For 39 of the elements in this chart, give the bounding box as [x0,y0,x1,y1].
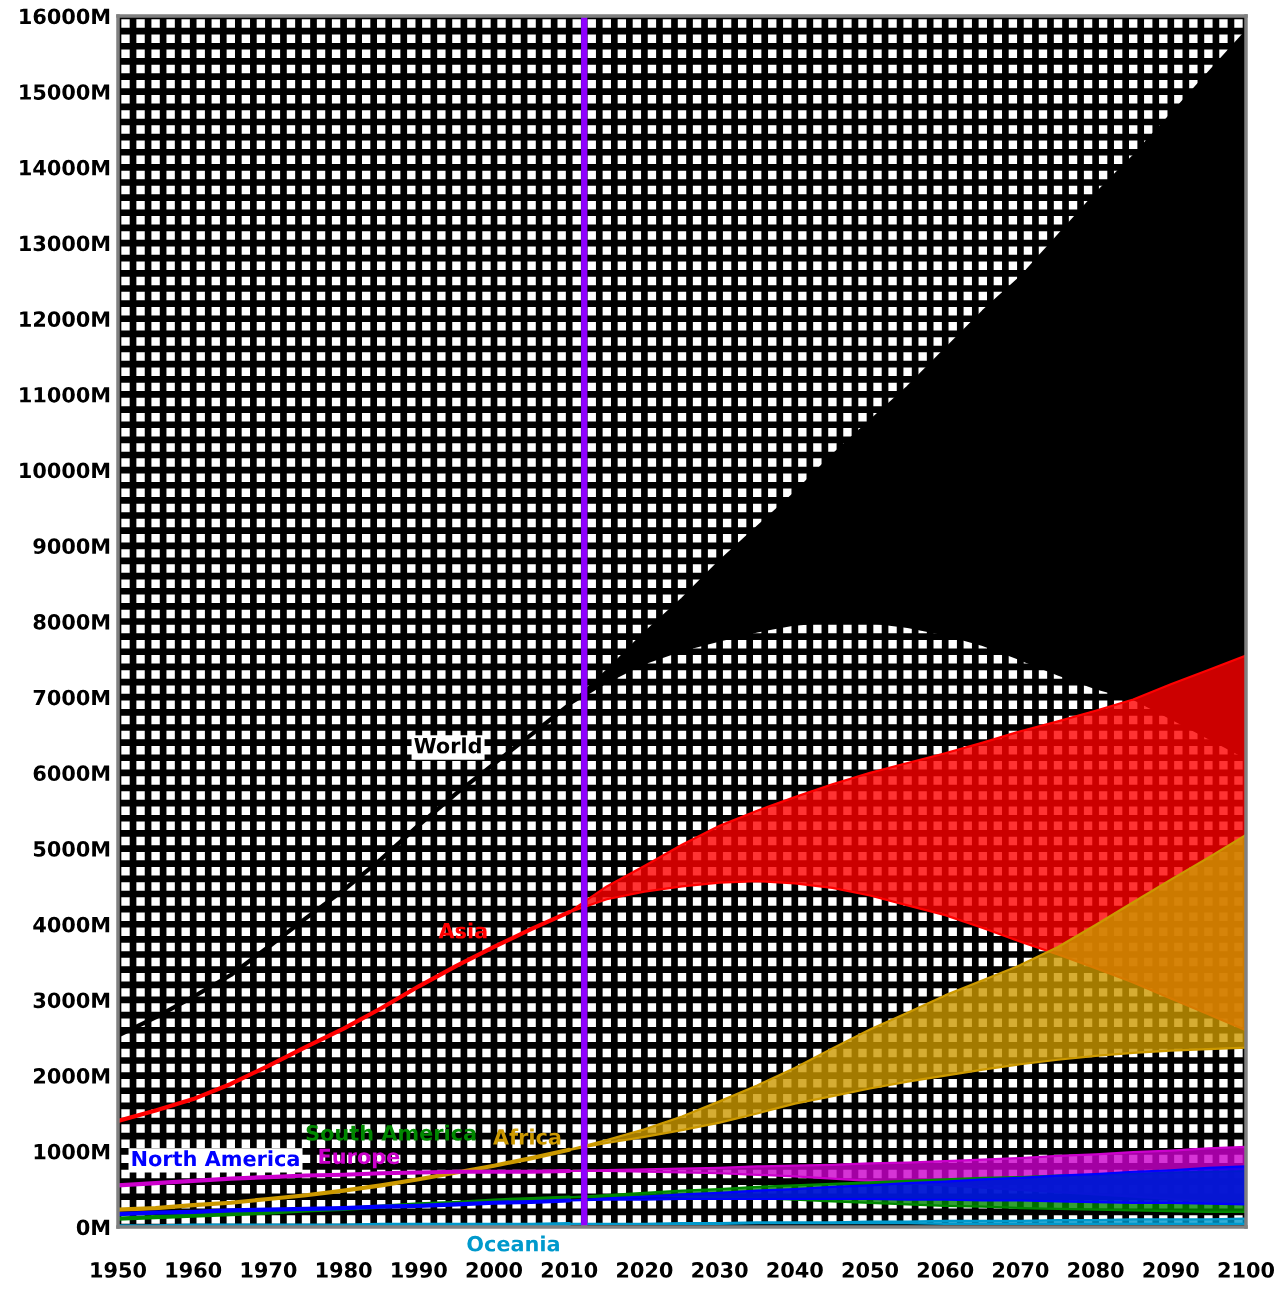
x-tick-label: 2040 [767,1262,823,1278]
x-tick-label: 2000 [466,1262,522,1278]
series-label: World [414,737,481,754]
x-tick-label: 2080 [1068,1262,1124,1278]
y-tick-label: 15000M [20,84,110,100]
y-tick-label: 7000M [33,689,110,706]
y-tick-label: 5000M [33,841,110,857]
x-tick-label: 2050 [842,1262,898,1278]
y-tick-label: 9000M [33,538,110,555]
x-tick-label: 2030 [692,1262,748,1278]
y-tick-label: 0M [76,1219,110,1236]
series-label: Oceania [467,1235,559,1252]
y-tick-label: 12000M [20,311,110,327]
y-tick-label: 11000M [20,386,110,403]
x-tick-label: 2070 [993,1262,1049,1278]
x-tick-label: 2010 [541,1262,598,1278]
y-tick-label: 8000M [33,613,110,630]
y-tick-label: 1000M [34,1143,110,1160]
y-tick-label: 3000M [33,992,110,1009]
y-tick-label: 13000M [20,235,110,252]
x-tick-label: 2060 [917,1262,974,1278]
y-tick-label: 10000M [20,462,110,479]
y-tick-label: 14000M [20,159,110,176]
x-tick-label: 2100 [1218,1262,1274,1278]
series-label: Africa [493,1128,561,1145]
y-tick-label: 2000M [33,1068,110,1084]
x-tick-label: 2090 [1143,1262,1199,1278]
x-tick-label: 2020 [617,1262,673,1278]
y-tick-label: 6000M [33,765,110,782]
x-tick-label: 1990 [392,1262,447,1278]
x-tick-label: 1980 [316,1262,372,1278]
x-tick-label: 1970 [241,1262,297,1278]
x-tick-label: 1950 [91,1262,146,1278]
y-tick-label: 16000M [20,8,110,25]
x-tick-label: 1960 [166,1262,222,1278]
series-label: Europe [319,1148,400,1169]
y-tick-label: 4000M [33,916,110,933]
text: North America [132,1150,299,1167]
series-label: Asia [438,922,487,939]
